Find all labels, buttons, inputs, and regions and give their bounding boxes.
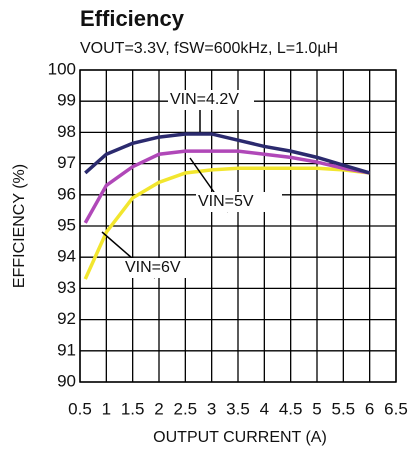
y-tick-label: 96 — [57, 184, 76, 203]
series-line — [83, 149, 370, 224]
y-tick-label: 99 — [57, 91, 76, 110]
y-tick-label: 93 — [57, 278, 76, 297]
label-background — [123, 258, 209, 278]
x-tick-label: 5.5 — [332, 399, 356, 418]
y-tick-label: 97 — [57, 153, 76, 172]
series-label: VIN=4.2V — [170, 91, 239, 108]
x-tick-label: 3 — [207, 399, 216, 418]
y-tick-label: 94 — [57, 247, 76, 266]
x-tick-label: 6 — [365, 399, 374, 418]
y-tick-label: 90 — [57, 371, 76, 390]
chart-title: Efficiency — [80, 6, 185, 31]
x-tick-label: 1.5 — [121, 399, 145, 418]
series-label: VIN=5V — [198, 193, 254, 210]
chart-subtitle: VOUT=3.3V, fSW=600kHz, L=1.0µH — [80, 40, 338, 57]
y-tick-label: 100 — [48, 59, 76, 78]
y-axis-label: EFFICIENCY (%) — [11, 164, 28, 288]
y-tick-label: 91 — [57, 340, 76, 359]
y-tick-label: 92 — [57, 309, 76, 328]
x-tick-label: 6.5 — [384, 399, 408, 418]
x-tick-label: 3.5 — [226, 399, 250, 418]
x-tick-label: 5 — [312, 399, 321, 418]
label-background — [168, 90, 254, 110]
x-tick-label: 0.5 — [68, 399, 92, 418]
x-tick-label: 2 — [154, 399, 163, 418]
x-tick-label: 4 — [260, 399, 269, 418]
x-axis-label: OUTPUT CURRENT (A) — [153, 429, 327, 446]
x-tick-label: 2.5 — [174, 399, 198, 418]
y-tick-label: 95 — [57, 215, 76, 234]
series-line — [83, 166, 370, 280]
x-tick-label: 1 — [102, 399, 111, 418]
label-background — [196, 192, 282, 212]
y-tick-label: 98 — [57, 122, 76, 141]
series-line — [84, 132, 371, 175]
x-tick-label: 4.5 — [279, 399, 303, 418]
series-label: VIN=6V — [125, 259, 181, 276]
